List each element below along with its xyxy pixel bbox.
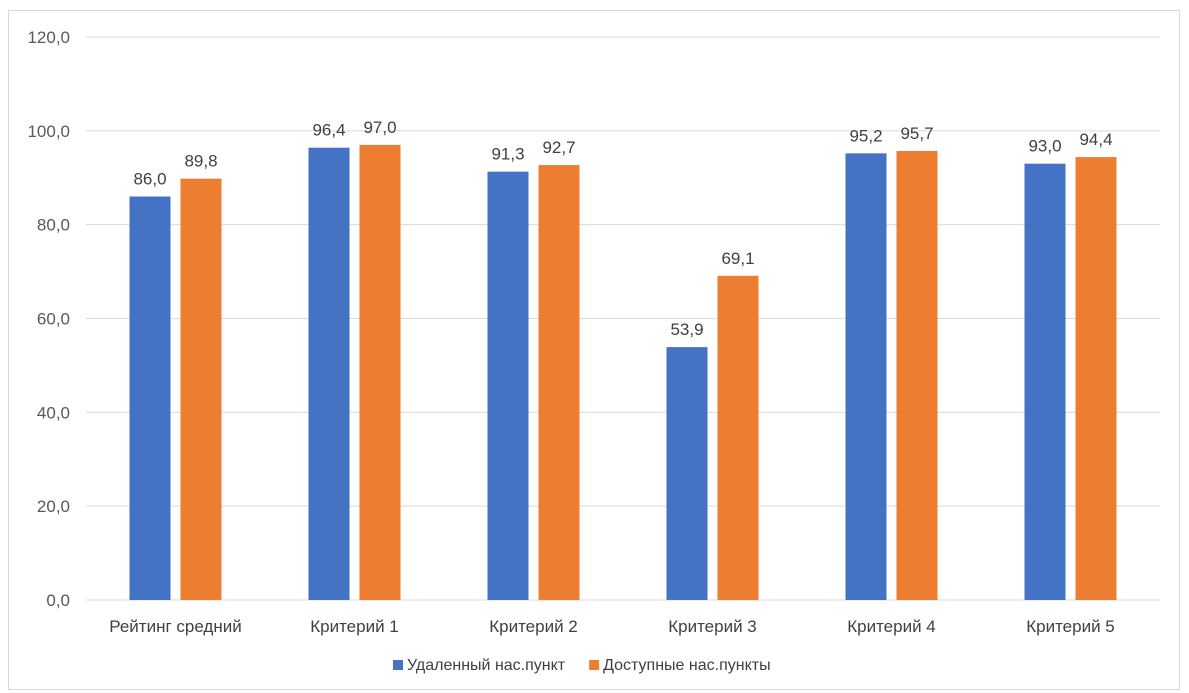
bar-remote bbox=[487, 171, 529, 601]
legend-label: Доступные нас.пункты bbox=[603, 657, 770, 674]
data-label: 94,4 bbox=[1079, 130, 1112, 149]
data-label: 91,3 bbox=[491, 145, 524, 164]
y-tick-label: 40,0 bbox=[37, 403, 70, 422]
category-label: Критерий 3 bbox=[668, 617, 757, 636]
bar-remote bbox=[308, 147, 350, 600]
gridlines bbox=[86, 36, 1160, 601]
bar-remote bbox=[666, 347, 708, 600]
data-label: 96,4 bbox=[312, 121, 345, 140]
data-label: 97,0 bbox=[363, 118, 396, 137]
y-tick-label: 0,0 bbox=[46, 591, 70, 610]
legend-swatch bbox=[393, 660, 403, 670]
data-label: 89,8 bbox=[184, 152, 217, 171]
y-tick-label: 60,0 bbox=[37, 310, 70, 329]
data-label: 95,2 bbox=[849, 126, 882, 145]
data-label: 69,1 bbox=[721, 249, 754, 268]
bar-accessible bbox=[717, 275, 759, 600]
bar-accessible bbox=[180, 178, 222, 600]
y-axis: 0,0 20,0 40,0 60,0 80,0 100,0 120,0 bbox=[27, 28, 70, 610]
bar-remote bbox=[1024, 163, 1066, 601]
bar-remote bbox=[129, 196, 171, 600]
category-label: Критерий 1 bbox=[310, 617, 399, 636]
category-label: Критерий 5 bbox=[1026, 617, 1115, 636]
bars bbox=[129, 144, 1117, 601]
bar-accessible bbox=[896, 151, 938, 600]
bar-accessible bbox=[1075, 157, 1117, 600]
x-axis: Рейтинг средний Критерий 1 Критерий 2 Крите… bbox=[109, 617, 1115, 636]
data-label: 92,7 bbox=[542, 138, 575, 157]
bar-remote bbox=[845, 153, 887, 600]
y-tick-label: 20,0 bbox=[37, 497, 70, 516]
category-label: Рейтинг средний bbox=[109, 617, 241, 636]
data-label: 86,0 bbox=[133, 170, 166, 189]
data-label: 93,0 bbox=[1028, 137, 1061, 156]
category-label: Критерий 2 bbox=[489, 617, 578, 636]
legend-label: Удаленный нас.пункт bbox=[407, 657, 566, 674]
y-tick-label: 100,0 bbox=[27, 122, 70, 141]
bar-accessible bbox=[538, 165, 580, 600]
data-label: 95,7 bbox=[900, 124, 933, 143]
legend: Удаленный нас.пункт Доступные нас.пункты bbox=[393, 657, 771, 674]
y-tick-label: 120,0 bbox=[27, 28, 70, 47]
bar-accessible bbox=[359, 144, 401, 601]
category-label: Критерий 4 bbox=[847, 617, 936, 636]
y-tick-label: 80,0 bbox=[37, 216, 70, 235]
data-labels: 86,0 89,8 96,4 97,0 91,3 92,7 53,9 69,1 95,2 95,7… bbox=[133, 118, 1112, 339]
legend-swatch bbox=[589, 660, 600, 670]
data-label: 53,9 bbox=[670, 320, 703, 339]
